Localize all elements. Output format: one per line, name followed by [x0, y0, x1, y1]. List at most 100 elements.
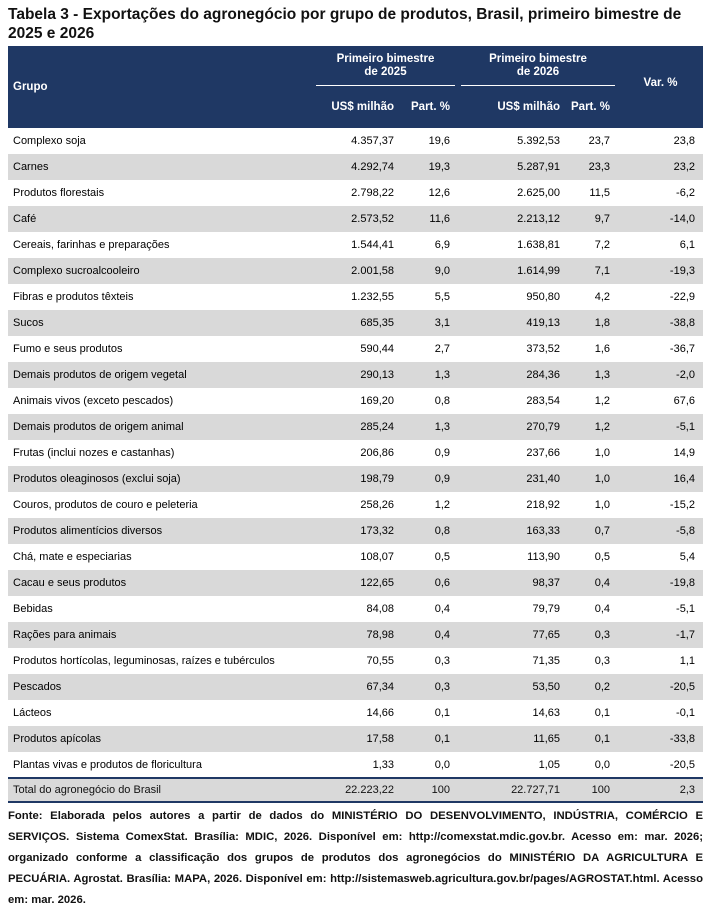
usd-2025-value: 285,24: [313, 414, 402, 440]
usd-2025-value: 2.798,22: [351, 187, 394, 199]
col-header-period-2026: Primeiro bimestre de 2026: [458, 46, 618, 86]
part-2025-value: 0,9: [434, 447, 450, 459]
table-row: Animais vivos (exceto pescados) 169,20 0…: [8, 388, 703, 414]
part-2026-value: 0,5: [594, 551, 610, 563]
table-body: Complexo soja 4.357,37 19,6 5.392,53 23,…: [8, 128, 703, 778]
group-name: Complexo soja: [13, 135, 86, 147]
part-2026-value: 1,2: [568, 414, 618, 440]
total-var: 2,3: [618, 777, 703, 803]
usd-2025-value: 169,20: [360, 395, 394, 407]
table-footer: Total do agronegócio do Brasil 22.223,22…: [8, 777, 703, 803]
part-2026-value: 0,4: [594, 603, 610, 615]
part-2026-value: 1,2: [594, 395, 610, 407]
usd-2025-value: 4.292,74: [313, 154, 402, 180]
exports-table: Grupo Primeiro bimestre de 2025 Primeiro…: [8, 46, 703, 803]
table-row: Carnes 4.292,74 19,3 5.287,91 23,3 23,2: [8, 154, 703, 180]
table-header: Grupo Primeiro bimestre de 2025 Primeiro…: [8, 46, 703, 128]
group-name: Fumo e seus produtos: [13, 343, 123, 355]
period-2026-label: Primeiro bimestre de 2026: [489, 52, 587, 78]
group-name: Complexo sucroalcooleiro: [8, 258, 313, 284]
part-2026-value: 23,3: [568, 154, 618, 180]
usd-2025-value: 173,32: [313, 518, 402, 544]
part-2026-value: 1,0: [594, 447, 610, 459]
table-row: Lácteos 14,66 0,1 14,63 0,1 -0,1: [8, 700, 703, 726]
group-name: Cereais, farinhas e preparações: [13, 239, 170, 251]
usd-2026-value: 419,13: [458, 310, 568, 336]
usd-2026-value: 218,92: [526, 499, 560, 511]
usd-2026-value: 113,90: [527, 551, 560, 563]
group-name: Cacau e seus produtos: [8, 570, 313, 596]
part-2025-value: 0,3: [434, 655, 450, 667]
part-2025-value: 0,5: [434, 551, 450, 563]
group-name: Bebidas: [13, 603, 53, 615]
total-usd-2025: 22.223,22: [313, 777, 402, 803]
var-value: -36,7: [669, 343, 695, 355]
part-2025-value: 5,5: [434, 291, 450, 303]
part-2025-value: 0,3: [402, 674, 458, 700]
part-2026-value: 11,5: [589, 187, 610, 199]
var-value: -20,5: [669, 758, 695, 771]
part-2025-value: 0,0: [434, 758, 450, 771]
total-part-2025: 100: [402, 777, 458, 803]
usd-2026-value: 1,05: [538, 758, 560, 771]
usd-2026-value: 14,63: [532, 707, 560, 719]
table-row: Couros, produtos de couro e peleteria 25…: [8, 492, 703, 518]
group-name: Produtos oleaginosos (exclui soja): [8, 466, 313, 492]
group-name: Animais vivos (exceto pescados): [13, 395, 174, 407]
usd-2025-value: 2.573,52: [313, 206, 402, 232]
part-2025-value: 0,6: [402, 570, 458, 596]
table-row: Cereais, farinhas e preparações 1.544,41…: [8, 232, 703, 258]
part-2026-value: 0,2: [568, 674, 618, 700]
table-row: Produtos florestais 2.798,22 12,6 2.625,…: [8, 180, 703, 206]
usd-2026-value: 283,54: [526, 395, 560, 407]
var-value: 23,2: [618, 154, 703, 180]
table-title: Tabela 3 - Exportações do agronegócio po…: [8, 6, 682, 42]
part-2026-value: 0,7: [568, 518, 618, 544]
group-name: Produtos hortícolas, leguminosas, raízes…: [13, 655, 275, 667]
usd-2025-value: 78,98: [313, 622, 402, 648]
part-2026-value: 1,8: [568, 310, 618, 336]
usd-2026-value: 11,65: [458, 726, 568, 752]
table-row: Demais produtos de origem vegetal 290,13…: [8, 362, 703, 388]
usd-2025-value: 84,08: [366, 603, 394, 615]
part-2025-value: 0,8: [402, 518, 458, 544]
var-value: -5,1: [676, 603, 695, 615]
group-name: Frutas (inclui nozes e castanhas): [13, 447, 175, 459]
usd-2026-value: 79,79: [532, 603, 560, 615]
part-2026-value: 9,7: [568, 206, 618, 232]
table-row: Rações para animais 78,98 0,4 77,65 0,3 …: [8, 622, 703, 648]
var-value: -5,1: [618, 414, 703, 440]
usd-2026-value: 53,50: [458, 674, 568, 700]
part-2025-value: 1,2: [434, 499, 450, 511]
table-row: Produtos apícolas 17,58 0,1 11,65 0,1 -3…: [8, 726, 703, 752]
var-value: 67,6: [673, 395, 695, 407]
table-row: Complexo soja 4.357,37 19,6 5.392,53 23,…: [8, 128, 703, 154]
usd-2025-value: 2.001,58: [313, 258, 402, 284]
part-2026-value: 0,3: [568, 622, 618, 648]
table-row: Produtos alimentícios diversos 173,32 0,…: [8, 518, 703, 544]
usd-2026-value: 77,65: [458, 622, 568, 648]
source-note: Fonte: Elaborada pelos autores a partir …: [8, 810, 703, 906]
group-name: Café: [8, 206, 313, 232]
table-row: Complexo sucroalcooleiro 2.001,58 9,0 1.…: [8, 258, 703, 284]
group-name: Chá, mate e especiarias: [13, 551, 132, 563]
group-name: Fibras e produtos têxteis: [13, 291, 134, 303]
usd-2026-value: 98,37: [458, 570, 568, 596]
var-value: -15,2: [669, 499, 695, 511]
usd-2025-value: 206,86: [360, 447, 394, 459]
usd-2026-value: 71,35: [532, 655, 560, 667]
col-header-usd-2025: US$ milhão: [313, 86, 402, 128]
part-2026-value: 4,2: [594, 291, 610, 303]
part-2026-value: 7,1: [568, 258, 618, 284]
part-2026-value: 1,6: [594, 343, 610, 355]
period-2025-label: Primeiro bimestre de 2025: [336, 52, 435, 78]
var-value: 23,8: [673, 135, 695, 147]
part-2026-value: 1,3: [568, 362, 618, 388]
var-value: 6,1: [679, 239, 695, 251]
usd-2025-value: 122,65: [313, 570, 402, 596]
table-row: Produtos hortícolas, leguminosas, raízes…: [8, 648, 703, 674]
part-2026-value: 0,4: [568, 570, 618, 596]
part-2025-value: 0,1: [402, 726, 458, 752]
part-2025-value: 3,1: [402, 310, 458, 336]
part-2025-value: 1,3: [402, 414, 458, 440]
